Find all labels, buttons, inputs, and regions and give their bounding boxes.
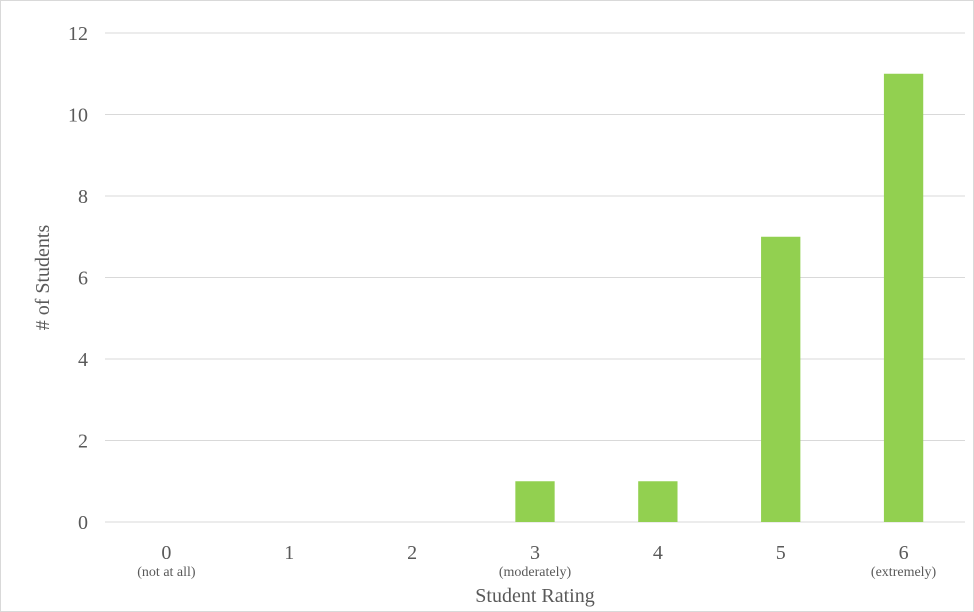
bar-5 — [761, 236, 801, 522]
x-tick-label: 3 — [530, 542, 540, 564]
x-tick-sublabel: (extremely) — [871, 565, 937, 580]
y-tick-label: 8 — [78, 186, 88, 208]
y-axis-title: # of Students — [32, 225, 54, 331]
y-tick-label: 0 — [78, 512, 88, 534]
bar-3 — [515, 481, 555, 522]
x-tick-label: 4 — [653, 542, 663, 564]
x-tick-sublabel: (moderately) — [499, 565, 572, 580]
x-tick-label: 5 — [776, 542, 786, 564]
y-axis-ticks: 0 2 4 6 8 10 12 — [68, 23, 88, 534]
y-tick-label: 6 — [78, 268, 88, 290]
x-axis-title: Student Rating — [475, 585, 594, 607]
x-tick-label: 0 — [161, 542, 171, 564]
gridlines — [105, 32, 965, 523]
x-tick-label: 6 — [899, 542, 909, 564]
y-tick-label: 12 — [68, 23, 88, 45]
bar-6 — [883, 73, 924, 522]
bars — [515, 73, 924, 522]
y-tick-label: 4 — [78, 349, 88, 371]
x-tick-label: 2 — [407, 542, 417, 564]
x-tick-sublabel: (not at all) — [137, 565, 196, 580]
x-tick-label: 1 — [284, 542, 294, 564]
x-axis-ticks: 0(not at all) 1 2 3(moderately) 4 5 6(extremel… — [137, 542, 936, 580]
y-tick-label: 10 — [68, 105, 88, 127]
y-tick-label: 2 — [78, 431, 88, 453]
bar-4 — [638, 481, 678, 522]
